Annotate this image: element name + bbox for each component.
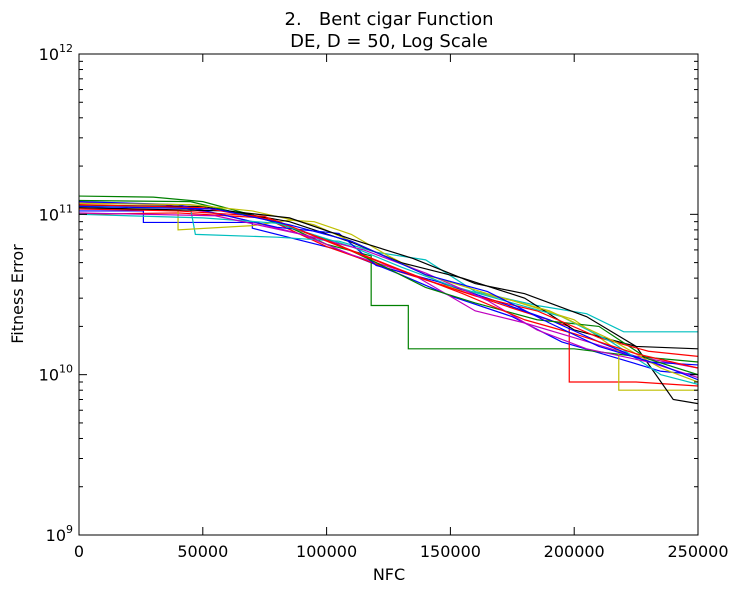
series-line-15 [79,204,698,369]
y-tick-label: 1012 [39,42,73,64]
x-tick-label: 100000 [296,542,357,561]
plot-frame [78,53,699,536]
y-tick-label-exponent: 12 [59,42,73,55]
y-tick-label-base: 10 [39,45,59,64]
chart-title-line-2: DE, D = 50, Log Scale [290,31,488,52]
series-line-16 [79,205,698,381]
chart-title-line-1: 2. Bent cigar Function [285,9,494,30]
series-layer [79,195,698,405]
y-tick-label-base: 10 [39,366,59,385]
series-line-10 [79,208,698,357]
ticks-layer: 0 50000 100000 150000 200000 2500001091010101… [39,42,729,561]
x-tick-label: 250000 [667,542,728,561]
series-line-11 [79,213,698,385]
y-tick-label-exponent: 11 [59,202,73,215]
x-tick-label: 150000 [420,542,481,561]
x-tick-label: 50000 [177,542,228,561]
series-line-7 [79,204,698,405]
x-tick-label: 200000 [544,542,605,561]
series-line-2 [79,195,698,363]
series-line-8 [79,201,698,366]
series-line-6 [79,207,698,391]
series-line-3 [79,212,698,387]
y-tick-label: 1011 [39,202,73,224]
series-line-4 [79,205,698,333]
x-tick-label: 0 [74,542,84,561]
series-line-9 [79,199,698,376]
y-tick-label-exponent: 10 [59,363,73,376]
y-tick-label-exponent: 9 [66,523,73,536]
x-axis-label: NFC [373,565,405,584]
series-line-14 [79,207,698,350]
series-line-12 [79,212,698,379]
y-tick-label: 109 [46,523,73,545]
y-tick-label-base: 10 [39,205,59,224]
y-tick-label: 1010 [39,363,73,385]
y-axis-label: Fitness Error [8,244,27,344]
series-line-1 [79,210,698,376]
y-tick-label-base: 10 [46,526,66,545]
